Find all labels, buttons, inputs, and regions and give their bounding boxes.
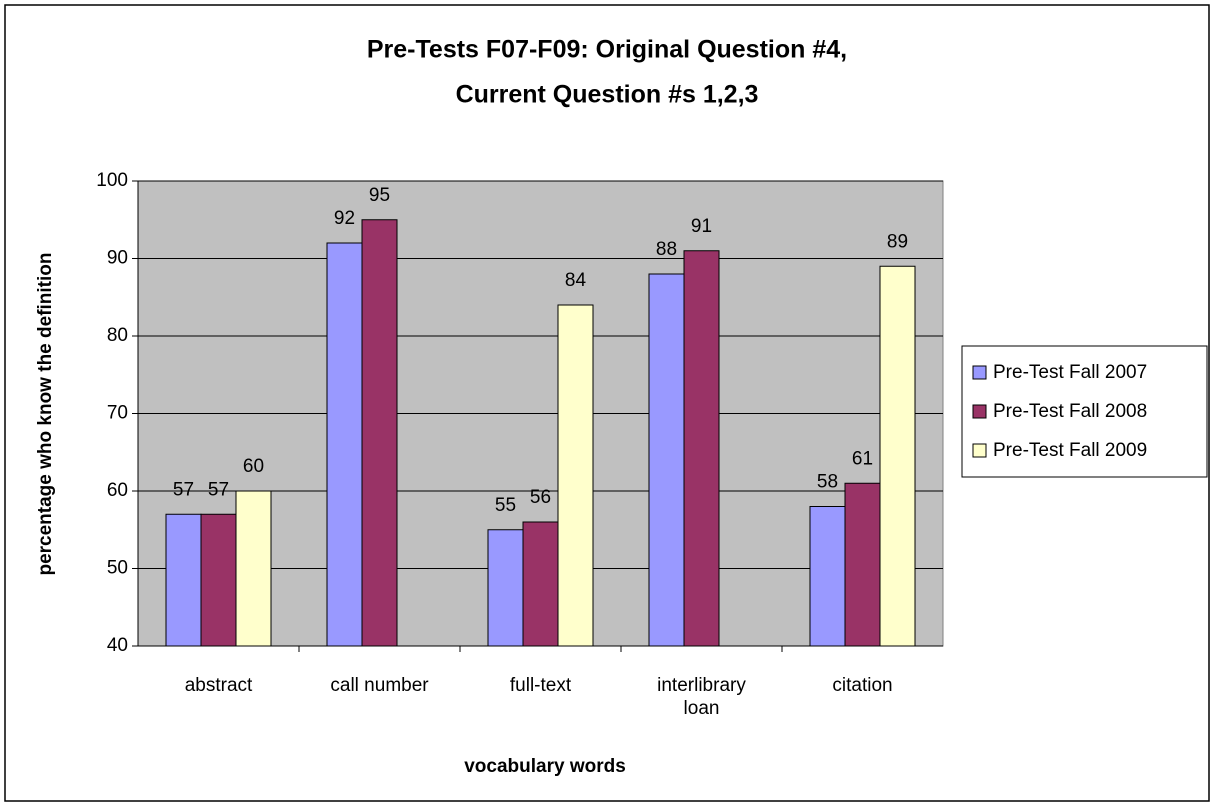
y-tick-label: 40 <box>107 635 128 656</box>
bar <box>844 482 881 647</box>
data-label: 88 <box>656 239 677 260</box>
data-label: 56 <box>530 487 551 508</box>
legend-label: Pre-Test Fall 2009 <box>993 440 1147 461</box>
data-label: 58 <box>817 472 838 493</box>
y-tick-label: 70 <box>107 403 128 424</box>
y-tick-label: 60 <box>107 480 128 501</box>
bar <box>200 513 237 647</box>
bar <box>648 273 685 647</box>
bar <box>683 250 720 647</box>
data-label: 89 <box>887 231 908 252</box>
legend-swatch <box>972 443 987 458</box>
data-label: 91 <box>691 216 712 237</box>
x-tick-label: interlibrary loan <box>657 675 746 719</box>
legend-label: Pre-Test Fall 2007 <box>993 362 1147 383</box>
data-label: 84 <box>565 270 587 291</box>
y-tick-label: 80 <box>107 325 128 346</box>
data-label: 55 <box>495 495 516 516</box>
bar <box>361 219 398 647</box>
bar <box>522 521 559 647</box>
x-tick-label: call number <box>330 675 429 696</box>
legend-box <box>961 345 1208 478</box>
data-label: 61 <box>852 448 873 469</box>
x-tick-label: full-text <box>509 675 572 696</box>
bar <box>809 506 846 647</box>
y-tick-label: 100 <box>96 170 128 191</box>
bar <box>235 490 272 647</box>
x-tick-label: citation <box>832 675 893 696</box>
y-tick-label: 90 <box>107 248 128 269</box>
y-tick-label: 50 <box>107 558 128 579</box>
x-tick-label: abstract <box>184 675 253 696</box>
data-label: 57 <box>173 479 194 500</box>
bar <box>326 242 363 647</box>
bar <box>557 304 594 647</box>
legend-label: Pre-Test Fall 2008 <box>993 401 1147 422</box>
bar <box>165 513 202 647</box>
data-label: 60 <box>243 456 264 477</box>
chart-title: Pre-Tests F07-F09: Original Question #4, <box>367 36 847 64</box>
legend-swatch <box>972 404 987 419</box>
data-label: 92 <box>334 208 355 229</box>
x-axis-label: vocabulary words <box>464 756 626 777</box>
bar <box>879 265 916 647</box>
legend-swatch <box>972 365 987 380</box>
chart-title: Current Question #s 1,2,3 <box>456 81 759 109</box>
data-label: 57 <box>208 479 229 500</box>
data-label: 95 <box>369 185 390 206</box>
y-axis-label: percentage who know the definition <box>35 252 56 575</box>
bar <box>487 529 524 647</box>
